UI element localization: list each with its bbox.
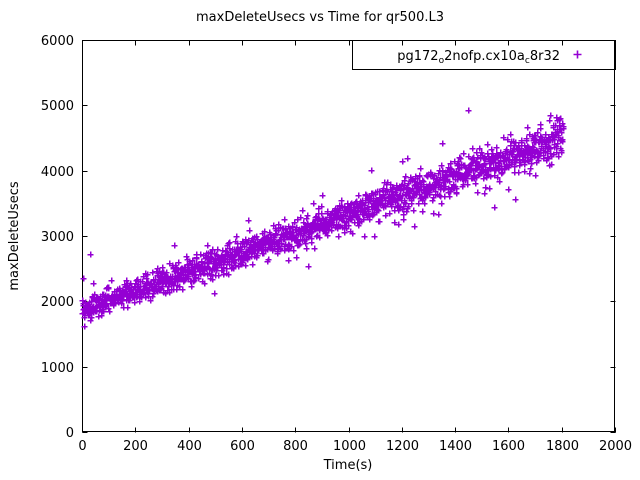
x-tick-label: 1600 (492, 439, 525, 454)
chart-title: maxDeleteUsecs vs Time for qr500.L3 (196, 10, 444, 25)
y-axis-ticks: 0 1000 2000 3000 4000 5000 6000 (41, 34, 616, 441)
axis-titles: Time(s) maxDeleteUsecs (7, 181, 372, 473)
y-tick-label: 3000 (41, 230, 74, 245)
y-tick-label: 6000 (41, 34, 74, 49)
data-point-markers (79, 107, 567, 330)
legend-series-label: pg172o2nofp.cx10ac8r32 (397, 49, 560, 66)
plot-border (82, 40, 615, 432)
scatter-points (79, 107, 567, 330)
x-axis-ticks: 0 200 400 600 800 1000 1200 1400 1600 1800 2000 (78, 40, 632, 454)
y-tick-label: 5000 (41, 99, 74, 114)
x-tick-label: 1400 (439, 439, 472, 454)
y-axis-title: maxDeleteUsecs (7, 181, 22, 290)
x-tick-label: 600 (230, 439, 255, 454)
x-tick-label: 800 (283, 439, 308, 454)
y-tick-label: 2000 (41, 295, 74, 310)
x-tick-label: 2000 (599, 439, 632, 454)
legend-plus-icon (573, 50, 582, 59)
x-tick-label: 1000 (333, 439, 366, 454)
x-axis-title: Time(s) (323, 458, 373, 473)
y-tick-label: 1000 (41, 361, 74, 376)
y-tick-label: 4000 (41, 165, 74, 180)
x-tick-label: 1200 (386, 439, 419, 454)
x-tick-label: 1800 (546, 439, 579, 454)
x-tick-label: 400 (177, 439, 202, 454)
y-tick-label: 0 (66, 426, 74, 441)
x-tick-label: 200 (123, 439, 148, 454)
legend: pg172o2nofp.cx10ac8r32 (352, 40, 616, 70)
x-tick-label: 0 (78, 439, 86, 454)
